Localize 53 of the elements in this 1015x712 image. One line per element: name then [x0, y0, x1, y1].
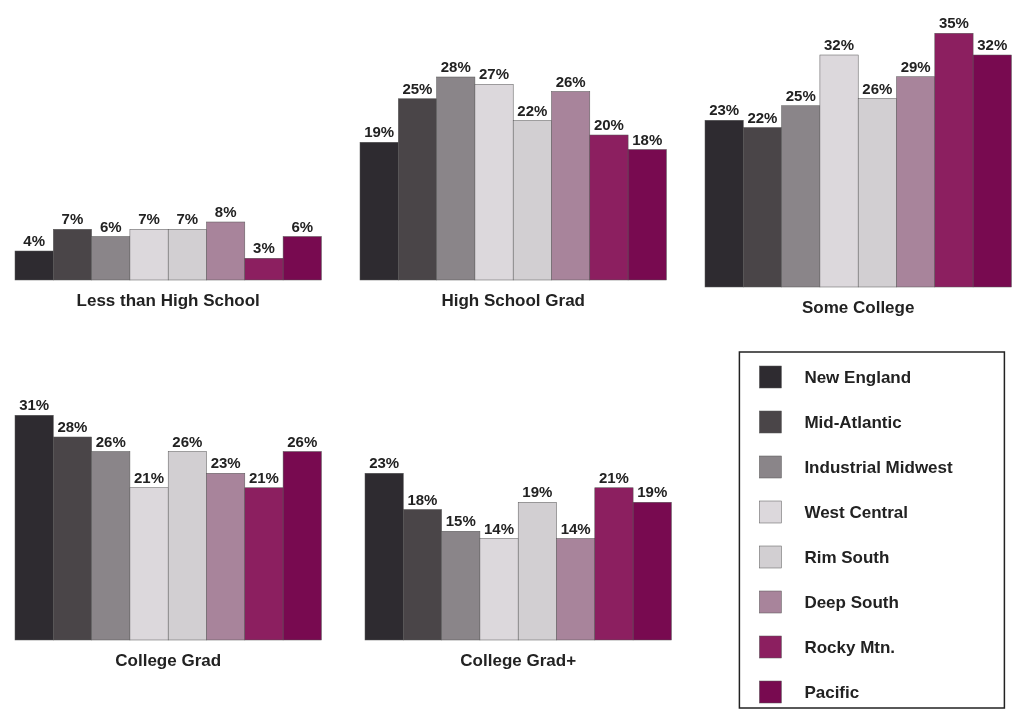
data-label: 7%: [176, 210, 199, 228]
data-label: 27%: [479, 65, 510, 83]
data-label: 20%: [593, 116, 624, 133]
data-label: 29%: [900, 57, 931, 75]
data-label: 6%: [99, 217, 122, 235]
data-label: 19%: [522, 483, 553, 501]
x-axis-title: Less than High School: [76, 291, 260, 310]
x-axis-title: Some College: [801, 298, 915, 317]
data-label: 23%: [369, 454, 400, 472]
data-label: 19%: [637, 483, 668, 501]
data-label: 25%: [785, 86, 816, 104]
legend-label: Rocky Mtn.: [804, 638, 896, 657]
data-label: 4%: [23, 232, 45, 249]
legend-label: West Central: [804, 503, 909, 522]
data-label: 8%: [214, 203, 237, 220]
x-axis-title: College Grad+: [460, 651, 577, 670]
x-axis-title: College Grad: [115, 651, 222, 670]
data-label: 21%: [598, 468, 629, 486]
data-label: 3%: [253, 239, 275, 257]
data-label: 26%: [862, 79, 893, 97]
legend-label: New England: [804, 368, 912, 387]
data-label: 18%: [632, 130, 663, 148]
data-label: 21%: [134, 468, 165, 486]
data-label: 35%: [938, 14, 969, 32]
data-label: 32%: [977, 36, 1008, 53]
data-label: 7%: [61, 210, 84, 228]
data-label: 22%: [517, 101, 548, 119]
data-label: 22%: [747, 108, 778, 126]
data-label: 32%: [824, 36, 855, 53]
data-label: 26%: [172, 432, 203, 450]
data-label: 15%: [445, 512, 476, 530]
data-label: 31%: [19, 396, 50, 414]
data-label: 6%: [291, 217, 314, 235]
data-label: 23%: [210, 454, 241, 472]
data-label: 28%: [57, 418, 88, 435]
data-label: 26%: [95, 432, 126, 450]
legend-label: Deep South: [804, 593, 899, 612]
data-label: 21%: [248, 468, 279, 486]
data-label: 23%: [709, 101, 740, 119]
legend-label: Rim South: [804, 548, 890, 567]
data-label: 14%: [560, 519, 591, 537]
data-label: 7%: [138, 210, 160, 228]
legend-label: Pacific: [804, 683, 860, 702]
data-label: 26%: [555, 72, 586, 90]
legend-label: Mid-Atlantic: [804, 413, 902, 432]
legend-label: Industrial Midwest: [804, 458, 954, 477]
data-label: 18%: [407, 490, 438, 508]
x-axis-title: High School Grad: [441, 291, 585, 310]
data-label: 25%: [402, 79, 433, 97]
data-label: 14%: [484, 519, 515, 537]
data-label: 28%: [440, 58, 471, 75]
data-label: 19%: [364, 123, 395, 141]
data-label: 26%: [287, 432, 318, 450]
